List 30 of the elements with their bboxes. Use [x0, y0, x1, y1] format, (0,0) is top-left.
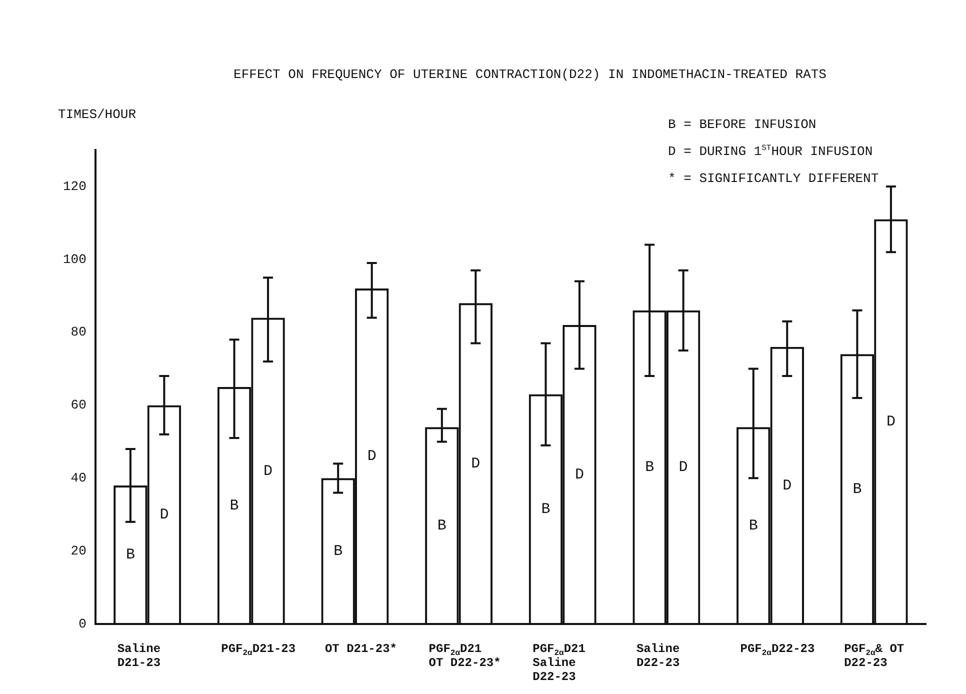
series-label: D	[678, 459, 688, 476]
text: D	[574, 466, 584, 484]
text: D	[471, 456, 480, 473]
y-tick-label: 60	[70, 398, 86, 413]
text: B	[437, 518, 446, 535]
text: B	[126, 546, 135, 564]
text: B	[748, 518, 758, 535]
text: B	[645, 459, 654, 476]
text: D	[160, 506, 169, 524]
text: B	[541, 501, 550, 518]
chart-title: EFFECT ON FREQUENCY OF UTERINE CONTRACTION(D22) IN INDOMETHACIN-TREATED RATS	[234, 67, 827, 82]
x-tick-label: Saline D21-23	[117, 642, 161, 670]
annotation: * = SIGNIFICANTLY DIFFERENT	[668, 171, 879, 186]
y-tick-label: 100	[63, 252, 86, 267]
y-tick-label: 0	[78, 616, 86, 632]
text: D	[886, 414, 896, 431]
text: D	[782, 477, 792, 494]
y-tick-label: 80	[70, 324, 86, 340]
x-tick-label: OT D21-23*	[324, 642, 397, 656]
series-label: B	[230, 497, 239, 514]
x-tick-label: Saline D22-23	[636, 642, 680, 670]
y-tick-label: 120	[63, 178, 86, 194]
text: B = BEFORE INFUSION	[668, 117, 816, 132]
text: D	[367, 448, 376, 466]
text: B	[852, 481, 862, 498]
text: D	[264, 462, 273, 480]
y-tick-label: 20	[70, 544, 86, 559]
y-tick-label: 40	[70, 470, 86, 486]
y-axis-title: TIMES/HOUR	[58, 107, 136, 122]
text: B	[334, 543, 343, 560]
